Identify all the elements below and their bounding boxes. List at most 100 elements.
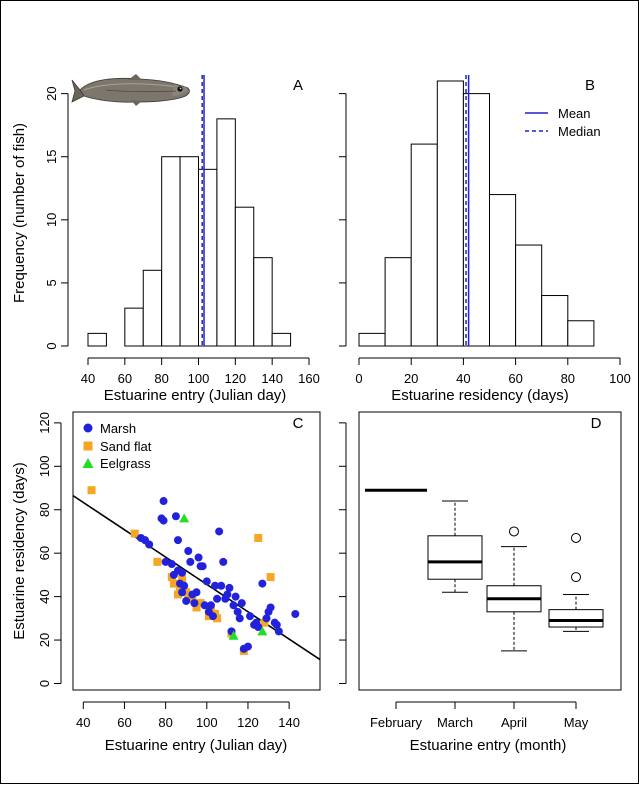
- marsh-point: [211, 581, 220, 590]
- panel-a-y-tick-label: 0: [44, 342, 59, 349]
- marsh-point: [192, 588, 201, 597]
- sand-flat-point: [266, 573, 275, 582]
- panel-c-x-tick-label: 140: [278, 715, 300, 730]
- panel-c-x-tick-label: 40: [76, 715, 90, 730]
- histogram-bar: [216, 118, 236, 347]
- histogram-bar: [384, 257, 412, 347]
- marsh-point: [262, 614, 271, 623]
- panel-d-x-tick-label: May: [564, 715, 589, 730]
- panel-a-x-tick-label: 160: [298, 371, 320, 386]
- marsh-point: [178, 568, 187, 577]
- panel-c-y-tick-label: 120: [37, 412, 52, 434]
- marsh-point: [190, 599, 199, 608]
- panel-a-x-label: Estuarine entry (Julian day): [104, 387, 287, 404]
- marsh-point: [184, 547, 193, 555]
- panel-a-x-tick-label: 80: [154, 371, 168, 386]
- marsh-point: [198, 562, 207, 571]
- box-outlier: [509, 526, 519, 537]
- box-outlier: [571, 532, 581, 543]
- marsh-point: [200, 601, 209, 610]
- marsh-point: [202, 577, 211, 586]
- marsh-point: [208, 612, 217, 621]
- marsh-point: [186, 557, 195, 566]
- marsh-point: [243, 642, 252, 651]
- panel-a-x-tick-label: 120: [224, 371, 246, 386]
- panel-b-x-tick-label: 0: [355, 371, 362, 386]
- panel-b-x-tick-label: 20: [404, 371, 418, 386]
- panel-d-x-label: Estuarine entry (month): [410, 737, 567, 754]
- marsh-point: [237, 599, 246, 608]
- panel-d-letter: D: [591, 415, 602, 432]
- histogram-bar: [410, 143, 438, 347]
- sand-flat-point: [153, 557, 162, 566]
- marsh-point: [254, 623, 263, 632]
- marsh-point: [231, 592, 240, 601]
- marsh-point: [258, 579, 267, 588]
- sand-flat-point: [213, 614, 222, 623]
- box-outlier: [571, 572, 581, 583]
- fish-icon: [71, 74, 190, 106]
- histogram-bar: [142, 269, 163, 347]
- panel-c-plot-box: [72, 411, 321, 691]
- sand-flat-point: [188, 594, 197, 603]
- panel-d-x-tick-label: February: [370, 715, 423, 730]
- histogram-bar: [462, 93, 490, 347]
- legend-sand-flat-label: Sand flat: [100, 439, 152, 454]
- marsh-point: [167, 560, 176, 569]
- sand-flat-point: [254, 533, 263, 542]
- panel-b-x-tick-label: 60: [508, 371, 522, 386]
- eelgrass-point: [179, 513, 190, 523]
- panel-a-x-tick-label: 100: [188, 371, 210, 386]
- marsh-point: [219, 557, 228, 566]
- marsh-point: [225, 583, 234, 592]
- sand-flat-point: [87, 486, 96, 495]
- panel-b-letter: B: [585, 77, 595, 94]
- panel-c-x-tick-label: 80: [158, 715, 172, 730]
- marsh-point: [274, 627, 283, 636]
- histogram-bar: [179, 156, 199, 347]
- panel-d: February March April May Estuarine entry (mo…: [339, 411, 622, 754]
- panel-a-x-tick-label: 40: [81, 371, 95, 386]
- marsh-point: [145, 540, 154, 549]
- histogram-bar: [567, 320, 595, 347]
- panel-b-x-tick-label: 40: [456, 371, 470, 386]
- sand-flat-point: [192, 603, 201, 612]
- legend-eelgrass-label: Eelgrass: [100, 456, 151, 471]
- marsh-point: [215, 527, 224, 536]
- panel-c: 40 60 80 100 120 140 0 20 40 60 80 100 120 Marsh Sand …: [11, 411, 321, 754]
- panel-a: 40 60 80 100 120 140 160 0 5 10 15 20 Estuarine entr…: [11, 75, 320, 404]
- marsh-point: [159, 516, 168, 525]
- sand-flat-point: [176, 583, 185, 592]
- marsh-point: [206, 601, 215, 610]
- box-iqr: [427, 535, 483, 580]
- histogram-bar: [87, 332, 107, 347]
- panel-a-y-label: Frequency (number of fish): [11, 123, 28, 303]
- histogram-bar: [515, 244, 543, 347]
- legend-marsh-swatch: [83, 423, 93, 433]
- panel-c-y-tick-label: 100: [37, 455, 52, 477]
- sand-flat-point: [204, 612, 213, 621]
- panel-c-x-tick-label: 100: [196, 715, 218, 730]
- legend-mean-label: Mean: [558, 106, 591, 121]
- sand-flat-point: [130, 529, 139, 538]
- marsh-point: [235, 614, 244, 623]
- panel-d-x-tick-label: March: [437, 715, 473, 730]
- panel-c-x-tick-label: 60: [117, 715, 131, 730]
- eelgrass-point: [257, 626, 268, 636]
- panel-c-y-tick-label: 80: [37, 503, 52, 517]
- panel-b: 0 20 40 60 80 100 Mean Median Estuarine residenc…: [339, 75, 631, 404]
- regression-line: [72, 494, 321, 661]
- marsh-point: [161, 557, 170, 566]
- marsh-point: [171, 512, 180, 521]
- marsh-point: [194, 553, 203, 562]
- marsh-point: [178, 588, 187, 597]
- histogram-bar: [489, 194, 517, 347]
- histogram-bar: [253, 257, 273, 347]
- marsh-point: [272, 620, 281, 629]
- panel-c-x-tick-label: 120: [237, 715, 259, 730]
- sand-flat-point: [184, 592, 193, 601]
- sand-flat-point: [173, 590, 182, 599]
- legend-marsh-label: Marsh: [100, 421, 136, 436]
- histogram-bar: [358, 332, 386, 347]
